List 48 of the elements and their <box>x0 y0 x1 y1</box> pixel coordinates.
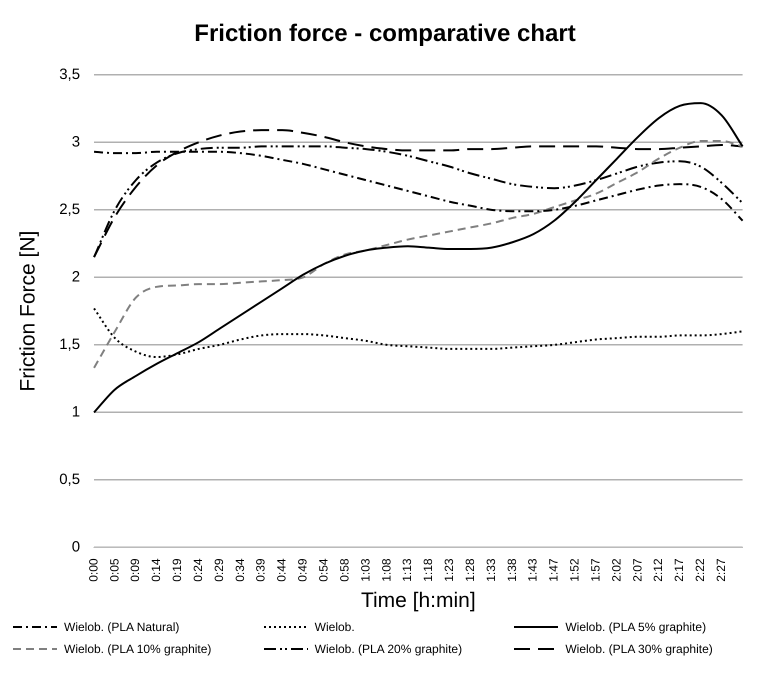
legend-label: Wielob. <box>314 620 355 634</box>
x-tick-label: 1:18 <box>421 558 436 582</box>
x-tick-label: 1:38 <box>504 558 519 582</box>
x-tick-label: 2:07 <box>630 558 644 582</box>
x-axis-title: Time [h:min] <box>360 589 476 612</box>
legend-label: Wielob. (PLA 5% graphite) <box>565 620 706 634</box>
x-tick-label: 1:43 <box>526 558 540 582</box>
x-tick-label: 1:13 <box>400 558 414 582</box>
x-tick-label: 0:39 <box>254 558 268 582</box>
x-tick-label: 2:17 <box>672 558 686 582</box>
y-tick-label: 3 <box>72 133 80 150</box>
y-tick-label: 3,5 <box>59 66 80 83</box>
x-tick-label: 1:47 <box>546 558 561 582</box>
y-tick-label: 0 <box>72 538 80 556</box>
x-tick-label: 0:49 <box>296 558 310 582</box>
chart-title: Friction force - comparative chart <box>194 20 576 48</box>
x-tick-label: 1:33 <box>484 558 498 582</box>
x-tick-label: 0:05 <box>107 558 122 582</box>
x-tick-label: 1:23 <box>442 558 456 582</box>
x-tick-label: 0:24 <box>190 558 205 582</box>
x-tick-label: 1:52 <box>568 558 582 582</box>
x-tick-label: 0:29 <box>212 558 226 582</box>
y-tick-label: 2,5 <box>59 200 80 218</box>
x-tick-label: 0:58 <box>337 558 352 582</box>
x-tick-label: 2:12 <box>651 558 666 582</box>
y-tick-label: 2 <box>72 268 80 286</box>
legend-label: Wielob. (PLA 10% graphite) <box>64 642 212 656</box>
y-axis-title: Friction Force [N] <box>16 230 40 392</box>
x-tick-label: 1:28 <box>462 558 477 582</box>
x-tick-label: 1:57 <box>588 558 602 582</box>
x-tick-label: 0:00 <box>86 558 100 582</box>
x-tick-label: 0:44 <box>274 558 289 582</box>
legend-label: Wielob. (PLA Natural) <box>64 620 180 634</box>
legend-label: Wielob. (PLA 30% graphite) <box>565 642 713 656</box>
x-tick-label: 2:27 <box>714 558 728 582</box>
y-tick-label: 1,5 <box>59 336 80 354</box>
y-tick-label: 0,5 <box>59 471 80 488</box>
x-tick-label: 2:22 <box>693 558 708 582</box>
x-tick-label: 0:54 <box>316 558 330 582</box>
legend-label: Wielob. (PLA 20% graphite) <box>314 642 462 656</box>
x-tick-label: 2:02 <box>609 558 624 582</box>
x-tick-label: 0:34 <box>232 558 247 582</box>
x-tick-label: 0:19 <box>170 558 184 582</box>
y-tick-label: 1 <box>72 404 80 421</box>
x-tick-label: 0:09 <box>128 558 142 582</box>
x-tick-label: 0:14 <box>149 558 164 582</box>
x-tick-label: 1:03 <box>358 558 372 582</box>
x-tick-label: 1:08 <box>379 558 394 582</box>
